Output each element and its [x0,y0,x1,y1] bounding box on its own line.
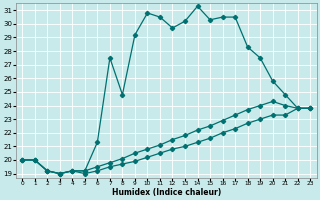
X-axis label: Humidex (Indice chaleur): Humidex (Indice chaleur) [112,188,221,197]
